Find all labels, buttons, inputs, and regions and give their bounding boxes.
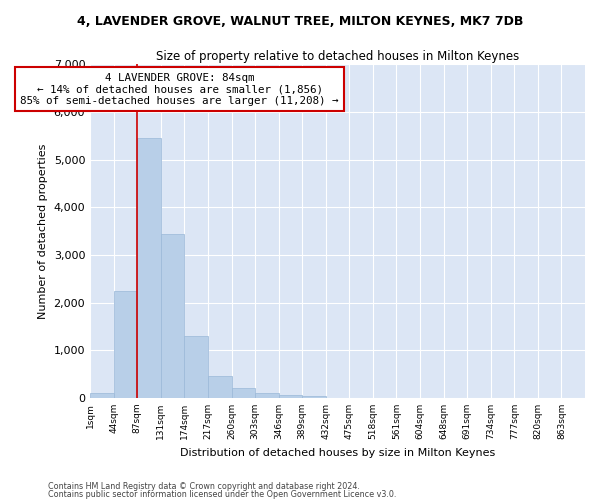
Text: Contains public sector information licensed under the Open Government Licence v3: Contains public sector information licen… (48, 490, 397, 499)
Bar (161, 234, 184, 398)
Bar (208, 376, 232, 398)
Bar (232, 388, 255, 398)
Title: Size of property relative to detached houses in Milton Keynes: Size of property relative to detached ho… (156, 50, 519, 63)
X-axis label: Distribution of detached houses by size in Milton Keynes: Distribution of detached houses by size … (180, 448, 495, 458)
Bar (302, 396, 326, 398)
Bar (255, 393, 278, 398)
Y-axis label: Number of detached properties: Number of detached properties (38, 144, 48, 318)
Text: Contains HM Land Registry data © Crown copyright and database right 2024.: Contains HM Land Registry data © Crown c… (48, 482, 360, 491)
Bar (90, 393, 113, 398)
Bar (278, 394, 302, 398)
Bar (113, 290, 137, 398)
Bar (184, 336, 208, 398)
Text: 4, LAVENDER GROVE, WALNUT TREE, MILTON KEYNES, MK7 7DB: 4, LAVENDER GROVE, WALNUT TREE, MILTON K… (77, 15, 523, 28)
Text: 4 LAVENDER GROVE: 84sqm
← 14% of detached houses are smaller (1,856)
85% of semi: 4 LAVENDER GROVE: 84sqm ← 14% of detache… (20, 72, 339, 106)
Bar (137, 138, 161, 398)
